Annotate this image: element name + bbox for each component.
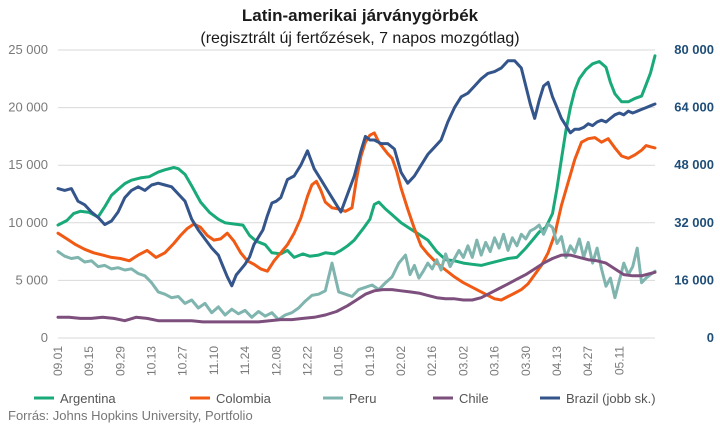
- right-axis: 0 16 000 32 000 48 000 64 000 80 000: [674, 42, 714, 345]
- y-left-tick-label: 15 000: [8, 157, 48, 172]
- series-line-colombia: [56, 131, 657, 302]
- legend-label: Brazil (jobb sk.): [566, 391, 656, 406]
- y-left-tick-label: 10 000: [8, 215, 48, 230]
- y-right-tick-label: 80 000: [674, 42, 714, 57]
- y-right-tick-label: 64 000: [674, 100, 714, 115]
- y-left-tick-label: 5 000: [15, 272, 48, 287]
- y-right-tick-label: 0: [707, 330, 714, 345]
- series-line-brazil-jobb-sk: [56, 59, 657, 288]
- series-line-chile: [56, 253, 657, 324]
- legend: Argentina Colombia Peru Chile Brazil (jobb s…: [34, 391, 656, 406]
- y-right-tick-label: 32 000: [674, 215, 714, 230]
- left-axis: 0 5 000 10 000 15 000 20 000 25 000: [8, 42, 48, 345]
- x-tick-label: 10.13: [145, 346, 159, 376]
- gridlines: [58, 49, 655, 339]
- y-right-tick-label: 48 000: [674, 157, 714, 172]
- x-tick-label: 12.22: [300, 346, 314, 376]
- y-left-tick-label: 20 000: [8, 100, 48, 115]
- x-tick-label: 01.19: [363, 346, 377, 376]
- x-tick-label: 03.30: [519, 346, 533, 376]
- x-tick-label: 02.02: [394, 346, 408, 376]
- chart-subtitle: (regisztrált új fertőzések, 7 napos mozg…: [200, 30, 519, 47]
- x-tick-label: 01.05: [332, 346, 346, 376]
- x-tick-label: 02.16: [425, 346, 439, 376]
- legend-label: Argentina: [60, 391, 116, 406]
- y-left-tick-label: 25 000: [8, 42, 48, 57]
- x-tick-label: 03.16: [488, 346, 502, 376]
- x-tick-label: 05.11: [612, 346, 626, 375]
- series-line-argentina: [56, 54, 657, 267]
- legend-label: Peru: [349, 391, 376, 406]
- x-tick-label: 12.08: [269, 346, 283, 376]
- x-tick-label: 09.01: [51, 346, 65, 376]
- x-tick-label: 09.29: [113, 346, 127, 376]
- legend-label: Chile: [459, 391, 489, 406]
- x-tick-label: 11.24: [238, 346, 252, 375]
- chart-title: Latin-amerikai járványgörbék: [242, 6, 479, 25]
- x-tick-label: 04.13: [550, 346, 564, 376]
- x-tick-label: 03.02: [456, 346, 470, 376]
- y-left-tick-label: 0: [41, 330, 48, 345]
- legend-label: Colombia: [216, 391, 272, 406]
- x-tick-label: 09.15: [82, 346, 96, 376]
- series-lines: [56, 54, 657, 324]
- y-right-tick-label: 16 000: [674, 272, 714, 287]
- source-note: Forrás: Johns Hopkins University, Portfo…: [8, 408, 253, 423]
- x-axis: 09.01 09.15 09.29 10.13 10.27 11.10 11.24 12.08…: [51, 346, 626, 376]
- x-tick-label: 10.27: [176, 346, 190, 376]
- x-tick-label: 04.27: [581, 346, 595, 376]
- x-tick-label: 11.10: [207, 346, 221, 375]
- series-line-peru: [56, 222, 657, 322]
